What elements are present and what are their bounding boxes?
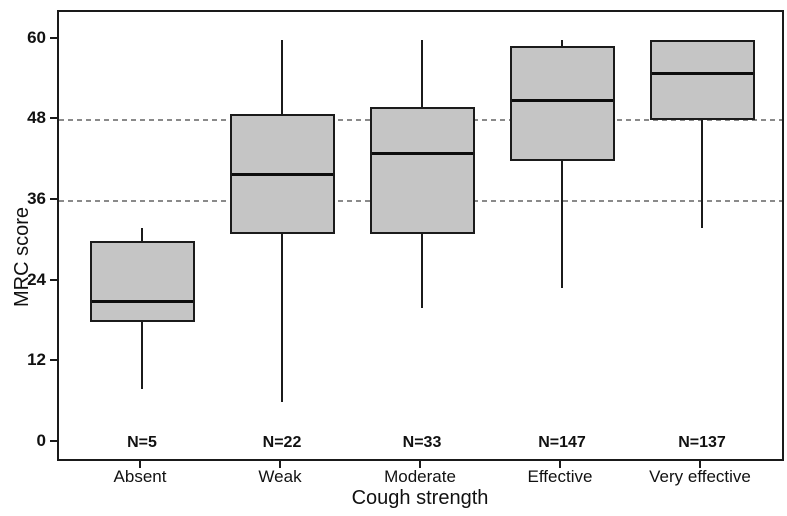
x-tick-mark — [279, 461, 281, 468]
x-tick-label-effective: Effective — [527, 467, 593, 486]
y-tick-mark — [50, 197, 57, 200]
y-tick-mark — [50, 439, 57, 442]
upper-whisker-absent — [141, 227, 143, 242]
y-axis-title: MRC score — [11, 207, 33, 308]
y-tick-label: 60 — [27, 27, 46, 47]
x-tick-label-weak: Weak — [258, 467, 302, 486]
x-tick-label-moderate: Moderate — [384, 467, 456, 486]
x-tick-label-very-effective: Very effective — [649, 467, 751, 486]
median-line-moderate — [371, 152, 473, 156]
x-axis-title: Cough strength — [351, 487, 489, 509]
y-tick-mark — [50, 117, 57, 120]
boxplot-box-very-effective — [649, 39, 755, 121]
upper-whisker-moderate — [421, 39, 423, 107]
median-line-effective — [511, 98, 613, 102]
x-tick-mark — [559, 461, 561, 468]
n-label-weak: N=22 — [262, 433, 302, 451]
n-label-very-effective: N=137 — [678, 433, 726, 451]
y-tick-mark — [50, 359, 57, 362]
lower-whisker-very-effective — [701, 120, 703, 228]
n-label-effective: N=147 — [538, 433, 586, 451]
x-tick-mark — [139, 461, 141, 468]
upper-whisker-effective — [561, 39, 563, 47]
y-tick-mark — [50, 278, 57, 281]
y-tick-label: 12 — [27, 350, 46, 370]
y-tick-mark — [50, 36, 57, 39]
boxplot-box-moderate — [369, 106, 475, 235]
lower-whisker-effective — [561, 160, 563, 289]
boxplot-box-effective — [509, 46, 615, 161]
n-label-absent: N=5 — [127, 433, 157, 451]
x-tick-label-absent: Absent — [113, 467, 167, 486]
y-tick-label: 0 — [36, 430, 46, 450]
lower-whisker-weak — [281, 234, 283, 403]
median-line-absent — [91, 300, 193, 304]
lower-whisker-moderate — [421, 234, 423, 309]
y-tick-label: 48 — [27, 108, 46, 128]
y-tick-label: 36 — [27, 188, 46, 208]
median-line-very-effective — [651, 71, 753, 75]
n-label-moderate: N=33 — [402, 433, 442, 451]
x-tick-mark — [699, 461, 701, 468]
boxplot-box-absent — [89, 241, 195, 322]
y-tick-label: 24 — [27, 269, 46, 289]
x-tick-mark — [419, 461, 421, 468]
lower-whisker-absent — [141, 321, 143, 389]
median-line-weak — [231, 172, 333, 176]
plot-area: N=5 N=22 N=33 N=147 N=137 — [57, 10, 784, 461]
upper-whisker-weak — [281, 39, 283, 114]
